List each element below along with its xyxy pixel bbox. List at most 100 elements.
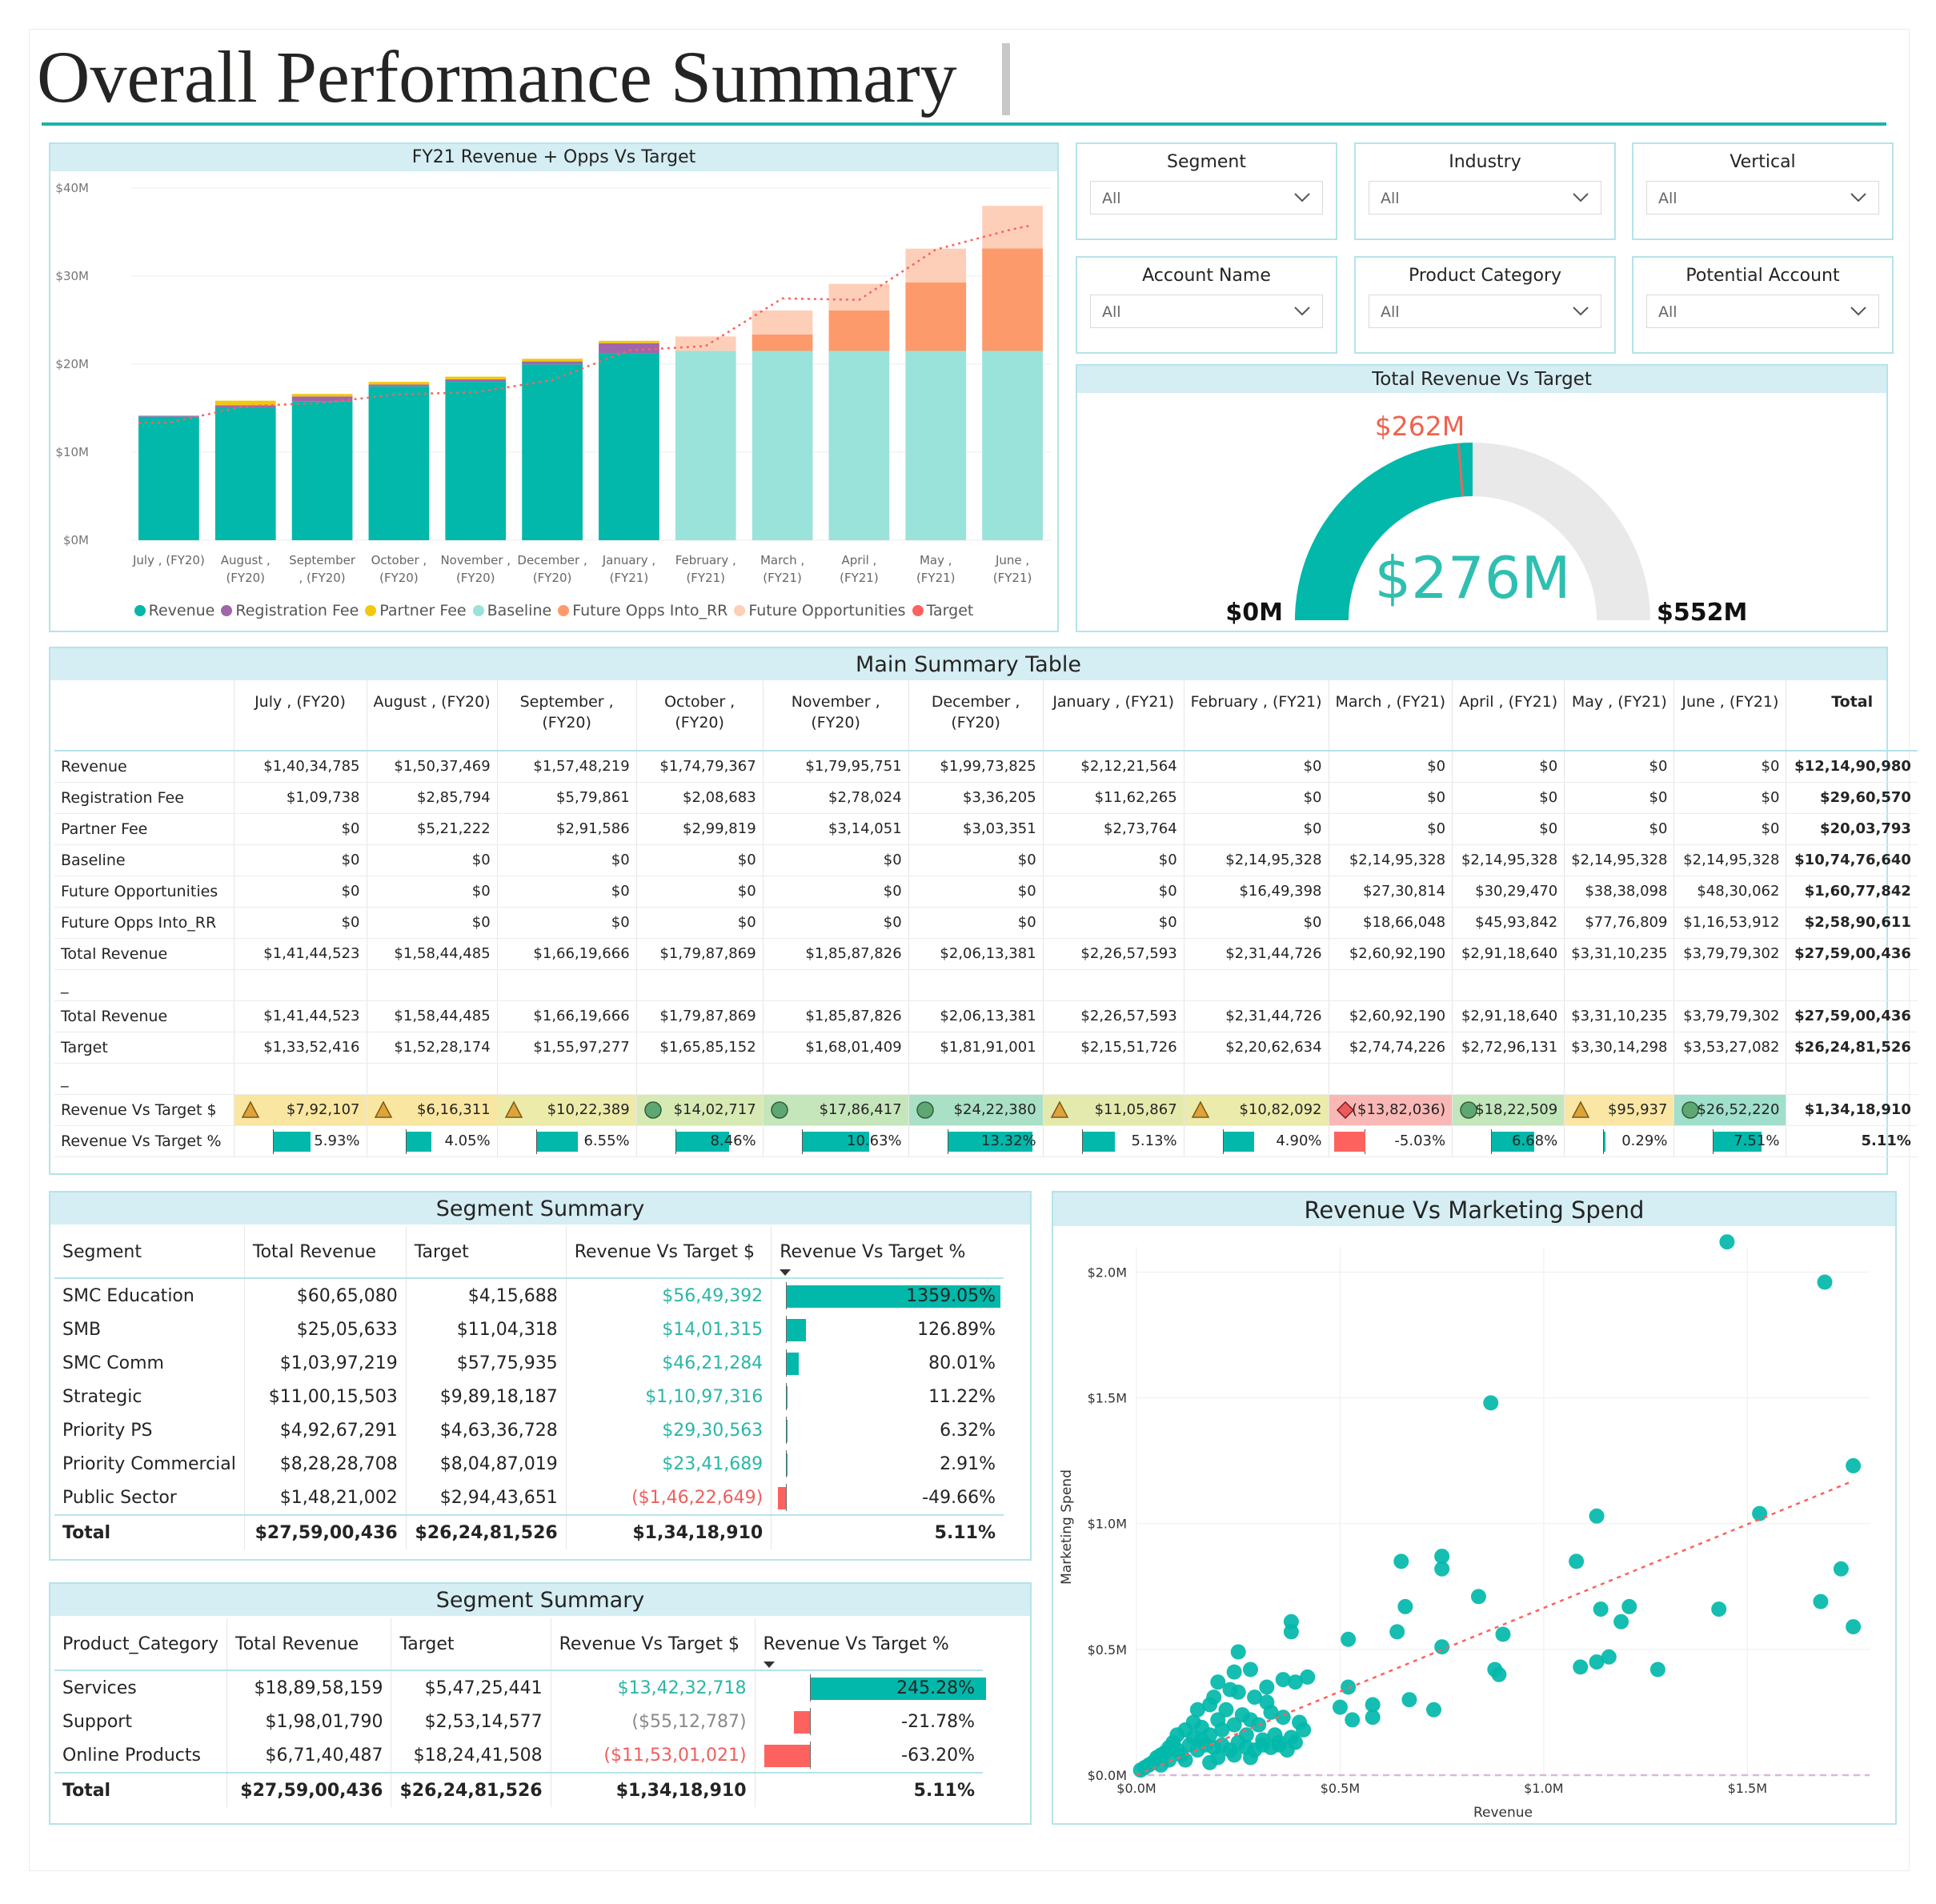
x-tick-label: (FY20) bbox=[533, 571, 572, 585]
table-cell: $0 bbox=[635, 844, 764, 876]
bar-future-opportunities bbox=[675, 336, 736, 351]
column-header[interactable]: Segment bbox=[54, 1226, 245, 1279]
table-cell: $1,50,37,469 bbox=[366, 751, 498, 783]
kpi-value: $6,16,311 bbox=[417, 1101, 491, 1118]
slicer-potential-account: Potential Account All bbox=[1632, 256, 1894, 354]
scatter-point bbox=[1202, 1697, 1218, 1713]
table-cell bbox=[1183, 1063, 1329, 1095]
column-header[interactable]: February , (FY21) bbox=[1183, 680, 1329, 751]
column-header[interactable]: Revenue Vs Target % bbox=[754, 1618, 983, 1671]
revenue-chart-title: FY21 Revenue + Opps Vs Target bbox=[50, 144, 1057, 171]
table-cell: $5,21,222 bbox=[366, 813, 498, 845]
row-label: Revenue bbox=[54, 751, 234, 783]
table-cell: $3,53,27,082 bbox=[1673, 1032, 1786, 1064]
total-pct: 5.11% bbox=[754, 1772, 983, 1807]
slicer-dropdown[interactable]: All bbox=[1646, 295, 1879, 328]
column-header[interactable]: Revenue Vs Target % bbox=[771, 1226, 1004, 1279]
pct-value: 80.01% bbox=[928, 1353, 996, 1373]
slicer-value: All bbox=[1658, 303, 1677, 321]
revenue-chart-panel: FY21 Revenue + Opps Vs Target $0M $10M $20… bbox=[49, 142, 1059, 632]
column-header[interactable]: September , (FY20) bbox=[496, 680, 637, 751]
bar-revenue bbox=[522, 364, 583, 540]
table-cell: $0 bbox=[1564, 782, 1674, 814]
slicer-dropdown[interactable]: All bbox=[1090, 295, 1323, 328]
target-cell: $11,04,318 bbox=[405, 1313, 567, 1346]
slicer-dropdown[interactable]: All bbox=[1646, 181, 1879, 214]
table-cell bbox=[1183, 969, 1329, 1001]
slicer-industry: Industry All bbox=[1354, 142, 1616, 240]
slicer-dropdown[interactable]: All bbox=[1090, 181, 1323, 214]
column-header[interactable]: Total Revenue bbox=[226, 1618, 391, 1671]
legend-item: Revenue bbox=[134, 602, 214, 619]
column-header[interactable]: December , (FY20) bbox=[908, 680, 1044, 751]
column-header[interactable]: Target bbox=[391, 1618, 551, 1671]
table-cell: $1,79,95,751 bbox=[762, 751, 909, 783]
column-header[interactable]: October , (FY20) bbox=[635, 680, 764, 751]
scatter-point bbox=[1275, 1672, 1291, 1688]
table-row: Priority Commercial $8,28,28,708 $8,04,87,… bbox=[54, 1447, 1004, 1481]
slicer-dropdown[interactable]: All bbox=[1369, 181, 1601, 214]
scatter-point bbox=[1365, 1697, 1381, 1713]
column-header[interactable]: June , (FY21) bbox=[1673, 680, 1786, 751]
table-cell: $1,60,77,842 bbox=[1786, 876, 1918, 908]
column-header[interactable]: August , (FY20) bbox=[366, 680, 498, 751]
sort-descending-icon[interactable] bbox=[780, 1269, 792, 1276]
table-cell: $0 bbox=[1042, 907, 1184, 939]
circle-status-icon bbox=[770, 1100, 788, 1119]
pct-cell: 245.28% bbox=[754, 1670, 986, 1705]
column-header[interactable]: Total bbox=[1786, 680, 1918, 751]
slicer-label: Vertical bbox=[1730, 152, 1796, 172]
kpi-value: $11,05,867 bbox=[1094, 1101, 1177, 1118]
table-cell bbox=[908, 969, 1044, 1001]
scatter-point bbox=[1649, 1661, 1665, 1678]
scatter-point bbox=[1846, 1457, 1862, 1473]
kpi-value: $95,937 bbox=[1607, 1101, 1668, 1118]
column-header[interactable]: Total Revenue bbox=[243, 1226, 407, 1279]
kpi-cell: $10,22,389 bbox=[496, 1094, 637, 1126]
scatter-point bbox=[1846, 1619, 1862, 1635]
column-header[interactable]: April , (FY21) bbox=[1452, 680, 1565, 751]
main-summary-table: July , (FY20) August , (FY20) September , (… bbox=[54, 680, 1918, 1157]
bar-baseline bbox=[905, 351, 967, 540]
chart-legend: Revenue Registration Fee Partner Fee Baseli… bbox=[50, 602, 1057, 619]
column-header[interactable]: March , (FY21) bbox=[1328, 680, 1453, 751]
scatter-point bbox=[1202, 1754, 1218, 1770]
column-header[interactable]: Product_Category bbox=[54, 1618, 227, 1671]
column-header[interactable]: Target bbox=[405, 1226, 567, 1279]
legend-label: Registration Fee bbox=[235, 602, 359, 619]
scatter-point bbox=[1132, 1762, 1148, 1778]
row-label: Revenue Vs Target $ bbox=[54, 1094, 234, 1126]
scatter-point bbox=[1752, 1505, 1768, 1521]
diff-cell: $46,21,284 bbox=[565, 1346, 772, 1380]
scatter-point bbox=[1189, 1702, 1205, 1718]
column-header[interactable]: May , (FY21) bbox=[1564, 680, 1674, 751]
column-header[interactable]: January , (FY21) bbox=[1042, 680, 1184, 751]
slicer-label: Segment bbox=[1167, 152, 1246, 172]
column-header-line: (FY20) bbox=[675, 714, 724, 732]
scatter-point bbox=[1495, 1626, 1511, 1642]
triangle-status-icon bbox=[1571, 1100, 1590, 1118]
column-header[interactable]: November , (FY20) bbox=[762, 680, 909, 751]
scatter-point bbox=[1242, 1750, 1258, 1766]
sort-descending-icon[interactable] bbox=[763, 1661, 775, 1668]
scatter-point bbox=[1263, 1704, 1279, 1720]
table-row: Future Opps Into_RR $0 $0 $0 $0 $0 $0 $0 $0 $18,6… bbox=[54, 907, 1918, 939]
pct-value: 7.51% bbox=[1734, 1132, 1780, 1149]
scatter-point bbox=[1185, 1730, 1201, 1746]
table-cell: $0 bbox=[1452, 813, 1565, 845]
slicer-dropdown[interactable]: All bbox=[1369, 295, 1601, 328]
scatter-point bbox=[1283, 1624, 1299, 1640]
x-tick-label: December , bbox=[517, 553, 587, 567]
pct-axis bbox=[786, 1417, 788, 1444]
column-header[interactable]: Revenue Vs Target $ bbox=[565, 1226, 772, 1279]
column-header[interactable]: Revenue Vs Target $ bbox=[550, 1618, 756, 1671]
bar-future-opportunities bbox=[982, 206, 1043, 249]
column-header-line: December , bbox=[931, 693, 1020, 711]
table-cell: $3,79,79,302 bbox=[1673, 1000, 1786, 1032]
table-cell: $0 bbox=[366, 907, 498, 939]
column-header[interactable]: July , (FY20) bbox=[233, 680, 367, 751]
segment-summary-table: Segment Total Revenue Target Revenue Vs Tar… bbox=[54, 1226, 1004, 1549]
pct-value: -49.66% bbox=[922, 1487, 996, 1508]
table-row: _ bbox=[54, 1063, 1918, 1095]
x-tick-label: January , bbox=[602, 553, 655, 567]
